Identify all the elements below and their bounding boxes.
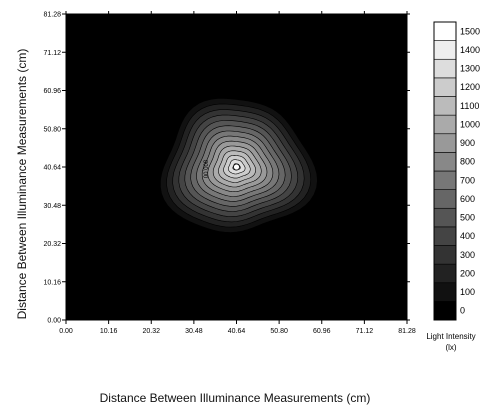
colorbar-label: 700 (460, 175, 475, 185)
colorbar-label: 200 (460, 268, 475, 278)
colorbar-cell (433, 207, 457, 228)
x-tick-label: 81.28 (398, 328, 416, 335)
colorbar-cell (433, 263, 457, 284)
colorbar-label: 300 (460, 250, 475, 260)
y-tick-label: 71.12 (43, 50, 61, 57)
contour-level-label: 800.00 (202, 160, 208, 179)
colorbar-cell (433, 189, 457, 209)
y-axis-title: Distance Between Illuminance Measurement… (15, 49, 29, 320)
y-axis: 0.00 10.16 20.32 30.48 40.64 50.80 60.96 71.12 8… (43, 12, 410, 325)
colorbar-cell (433, 40, 457, 60)
colorbar-label: 0 (460, 306, 465, 316)
x-tick-label: 71.12 (356, 328, 374, 335)
colorbar-label: 400 (460, 231, 475, 241)
y-tick-label: 40.64 (43, 165, 61, 172)
peak-marker (233, 163, 240, 171)
y-tick-label: 50.80 (43, 126, 61, 133)
y-tick-label: 0.00 (47, 318, 61, 325)
y-tick-label: 60.96 (43, 88, 61, 95)
colorbar-unit: (lx) (445, 343, 456, 352)
colorbar-label: 600 (460, 194, 475, 204)
peak-layer: 800.00 (202, 160, 240, 179)
colorbar-label: 1000 (460, 119, 480, 129)
y-tick-label: 20.32 (43, 241, 61, 248)
x-tick-label: 30.48 (185, 328, 203, 335)
x-tick-label: 0.00 (59, 328, 73, 335)
y-tick-label: 30.48 (43, 203, 61, 210)
colorbar-cell (433, 245, 457, 265)
x-axis-title: Distance Between Illuminance Measurement… (100, 391, 371, 405)
colorbar-label: 1100 (460, 101, 479, 111)
colorbar-label: 1500 (460, 26, 480, 36)
x-tick-label: 60.96 (313, 328, 331, 335)
colorbar-cell (433, 77, 457, 97)
colorbar-cell (433, 58, 457, 79)
colorbar-legend: 0 100 200 300 400 500 600 700 800 900 1000 1100 1200… (433, 21, 480, 321)
x-axis: 0.00 10.16 20.32 30.48 40.64 50.80 60.96 71.12 8… (59, 11, 416, 335)
colorbar-title: Light Intensity (426, 332, 475, 341)
colorbar-label: 500 (460, 213, 475, 223)
colorbar-label: 100 (460, 287, 475, 297)
y-tick-label: 10.16 (43, 279, 61, 286)
x-tick-label: 10.16 (100, 328, 118, 335)
x-tick-label: 50.80 (270, 328, 288, 335)
colorbar-label: 1200 (460, 82, 480, 92)
colorbar-cell (433, 114, 457, 135)
colorbar-cell (433, 133, 457, 153)
colorbar-cell (433, 152, 457, 172)
x-tick-label: 20.32 (142, 328, 160, 335)
colorbar-cell (433, 282, 457, 302)
colorbar-cell (433, 21, 457, 41)
colorbar-label: 1400 (460, 45, 480, 55)
colorbar-cell (433, 226, 457, 246)
colorbar-label: 1300 (460, 64, 480, 74)
colorbar-label: 900 (460, 138, 475, 148)
colorbar-cell (433, 301, 457, 321)
y-tick-label: 81.28 (43, 12, 61, 19)
colorbar-frame (433, 21, 457, 321)
colorbar-cell (433, 170, 457, 190)
colorbar-label: 800 (460, 157, 475, 167)
colorbar-cell (433, 96, 457, 116)
x-tick-label: 40.64 (228, 328, 246, 335)
